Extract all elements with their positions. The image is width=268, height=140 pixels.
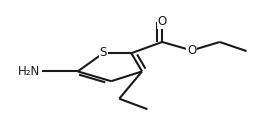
Text: O: O [158, 15, 167, 28]
Text: S: S [99, 46, 107, 59]
Text: O: O [187, 44, 196, 57]
Text: H₂N: H₂N [18, 65, 40, 78]
